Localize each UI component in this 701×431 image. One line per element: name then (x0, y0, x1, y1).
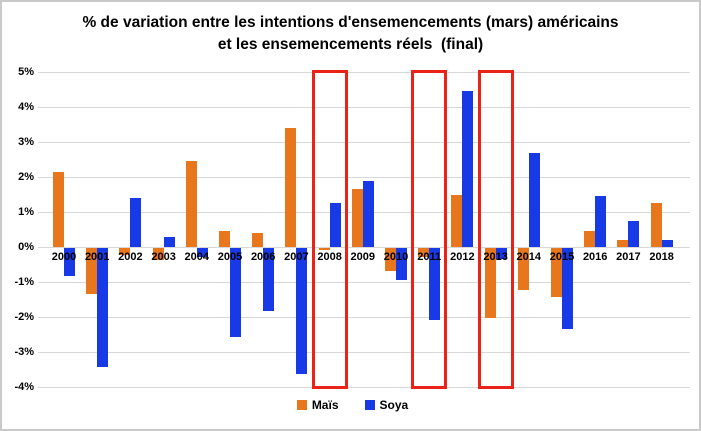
chart-title-line1: % de variation entre les intentions d'en… (82, 14, 619, 31)
x-axis-label: 2009 (350, 251, 376, 263)
y-axis-label: 1% (18, 206, 34, 218)
y-axis-label: 3% (18, 136, 34, 148)
soya-legend-swatch-icon (364, 400, 375, 410)
y-axis-label: 0% (18, 241, 34, 253)
bar-mais-2001 (86, 248, 98, 294)
bar-mais-2016 (584, 231, 596, 247)
bar-mais-2015 (551, 248, 562, 297)
chart-title-line2: et les ensemencements réels (final) (217, 36, 484, 53)
bar-mais-2011 (418, 248, 430, 257)
gridline (38, 247, 690, 248)
bar-soya-2001 (97, 248, 109, 367)
x-axis-label: 2010 (383, 251, 409, 263)
gridline (38, 387, 690, 388)
x-axis-label: 2017 (616, 251, 641, 263)
bar-mais-2002 (119, 248, 131, 255)
bar-soya-2000 (64, 248, 75, 276)
x-axis-label: 2011 (417, 251, 442, 263)
bar-mais-2004 (185, 161, 197, 247)
bar-soya-2015 (562, 248, 573, 329)
bar-soya-2004 (196, 248, 208, 257)
x-axis-label: 2004 (184, 251, 210, 263)
highlight-box-2011 (411, 70, 448, 389)
chart-title: % de variation entre les intentions d'en… (2, 12, 699, 56)
bar-soya-2003 (163, 236, 175, 247)
bar-soya-2005 (230, 248, 241, 338)
bar-mais-2013 (484, 248, 496, 318)
x-axis-label: 2013 (483, 251, 508, 263)
x-axis-label: 2018 (649, 251, 674, 263)
x-axis-label: 2001 (84, 251, 110, 263)
x-axis-label: 2002 (118, 251, 143, 263)
bar-mais-2010 (385, 248, 396, 271)
y-axis-label: -4% (14, 381, 34, 393)
bar-mais-2018 (650, 203, 662, 247)
legend-label-mais: Maïs (311, 398, 339, 412)
gridline (38, 282, 690, 283)
x-axis-label: 2016 (582, 251, 608, 263)
bar-soya-2017 (628, 220, 640, 247)
gridline (38, 107, 690, 108)
chart-legend: Maïs Soya (2, 398, 699, 412)
bar-mais-2012 (451, 194, 463, 247)
y-axis-label: 2% (18, 171, 34, 183)
x-axis-label: 2005 (217, 251, 243, 263)
bar-soya-2012 (462, 91, 474, 247)
bar-mais-2000 (53, 171, 64, 247)
bar-soya-2014 (528, 152, 540, 247)
bar-soya-2007 (296, 248, 308, 374)
y-axis-label: -2% (14, 311, 34, 323)
gridline (38, 72, 690, 73)
x-axis-label: 2014 (516, 251, 542, 263)
x-axis-label: 2012 (450, 251, 475, 263)
x-axis-label: 2006 (250, 251, 276, 263)
x-axis-label: 2008 (317, 251, 342, 263)
bar-mais-2005 (219, 231, 230, 247)
gridline (38, 142, 690, 143)
x-axis-label: 2007 (284, 251, 309, 263)
y-axis-label: 4% (18, 101, 34, 113)
x-axis-label: 2000 (51, 251, 77, 263)
bar-soya-2006 (263, 248, 275, 311)
bar-soya-2009 (362, 180, 374, 247)
bar-soya-2008 (329, 203, 341, 247)
bar-soya-2002 (130, 198, 142, 247)
legend-item-soya: Soya (364, 398, 409, 412)
bar-soya-2011 (429, 248, 441, 320)
y-axis-label: -3% (14, 346, 34, 358)
bar-mais-2008 (318, 248, 330, 250)
x-axis-label: 2015 (549, 251, 575, 263)
bar-soya-2018 (661, 240, 673, 247)
bar-mais-2006 (252, 233, 264, 247)
y-axis-label: -1% (14, 276, 34, 288)
bar-mais-2003 (152, 248, 164, 261)
highlight-box-2008 (311, 70, 348, 389)
gridline (38, 352, 690, 353)
legend-label-soya: Soya (379, 398, 409, 412)
bar-mais-2007 (285, 128, 297, 247)
y-axis-label: 5% (18, 66, 34, 78)
bar-soya-2016 (595, 196, 607, 247)
bar-mais-2009 (351, 189, 363, 247)
highlight-box-2013 (477, 70, 514, 389)
legend-item-mais: Maïs (296, 398, 339, 412)
bar-mais-2017 (617, 240, 629, 247)
bar-soya-2013 (495, 248, 507, 259)
bar-soya-2010 (396, 248, 407, 280)
x-axis-label: 2003 (151, 251, 176, 263)
gridline (38, 317, 690, 318)
gridline (38, 177, 690, 178)
bar-mais-2014 (517, 248, 529, 290)
mais-legend-swatch-icon (296, 400, 307, 410)
